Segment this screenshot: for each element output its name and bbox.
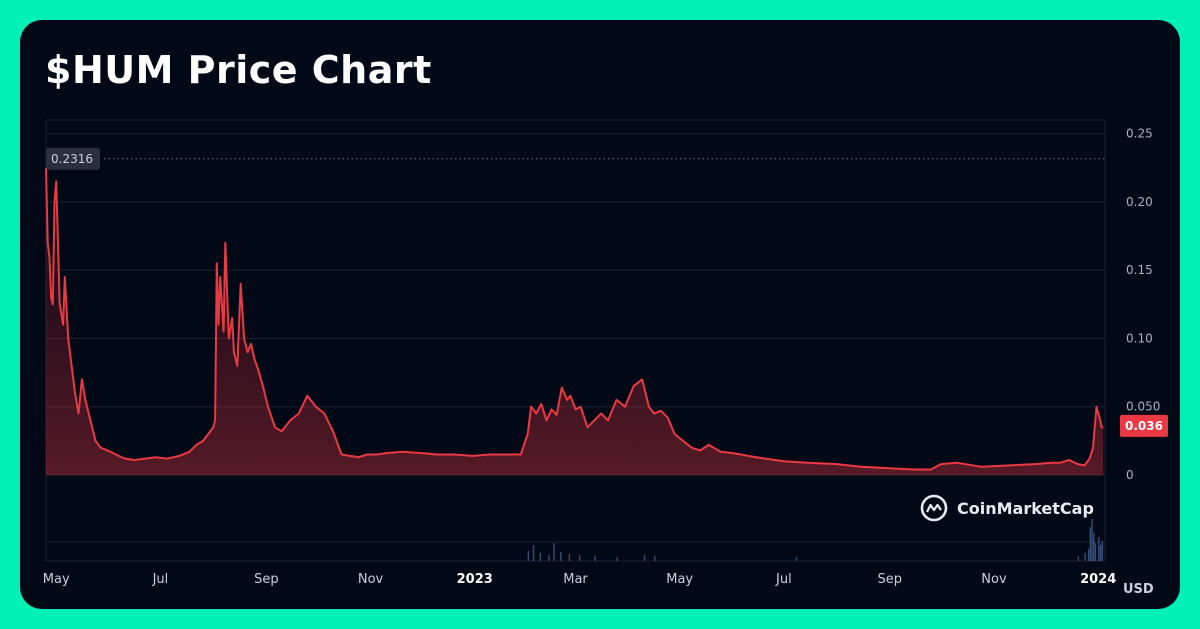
volume-bar [1094,543,1097,561]
volume-bar [594,556,596,561]
volume-bar [654,556,656,561]
volume-bars [527,519,1103,561]
volume-bar [560,552,562,561]
volume-bar [532,545,535,561]
y-axis-ticks: 0 0.050 0.10 0.15 0.20 0.25 [1126,127,1160,482]
volume-bar [539,553,542,561]
price-area [46,167,1104,476]
x-tick-label: 2024 [1080,572,1116,587]
y-tick-label: 0.25 [1126,127,1153,141]
x-tick-label: Jul [775,572,792,587]
high-annotation: 0.2316 [46,147,1105,170]
y-tick-label: 0.20 [1126,195,1153,209]
x-axis-ticks: May Jul Sep Nov 2023 Mar May Jul Sep Nov 2024 [43,572,1116,587]
coinmarketcap-logo-icon [920,494,948,522]
y-tick-label: 0.10 [1126,331,1153,345]
grid-lines [45,119,1106,562]
unit-label: USD [1123,582,1154,597]
price-line[interactable] [45,167,1104,471]
y-tick-label: 0.15 [1126,263,1153,277]
x-tick-label: Mar [563,572,588,587]
current-price-tag: 0.036 [1120,414,1168,437]
volume-bar [1101,541,1103,561]
volume-bar [1089,527,1092,561]
volume-bar [1084,553,1086,561]
logo-wave [926,503,942,513]
high-price-label: 0.2316 [51,152,93,166]
x-tick-label: 2023 [457,572,493,587]
volume-bar [548,555,550,561]
y-tick-label: 0 [1126,468,1134,482]
x-tick-label: Nov [981,572,1007,587]
high-price-box [46,147,100,170]
x-tick-label: Sep [254,572,279,587]
volume-bar [553,543,555,561]
brand-name: CoinMarketCap [957,499,1094,518]
volume-bar [1077,556,1080,561]
x-tick-label: Jul [152,572,169,587]
volume-bar [616,557,618,561]
watermark: CoinMarketCap [920,494,1094,522]
x-tick-label: May [43,572,70,587]
volume-bar [1098,537,1100,561]
chart-title: $HUM Price Chart [45,48,432,92]
y-tick-label: 0.050 [1126,400,1160,414]
current-price-label: 0.036 [1125,419,1163,433]
volume-bar [1093,533,1095,561]
volume-bar [1091,519,1093,561]
chart-card: $HUM Price Chart 0 0.050 0.10 0.15 0.20 0.25 … [20,20,1180,609]
x-tick-label: May [666,572,693,587]
volume-bar [578,555,581,561]
volume-bar [795,557,798,561]
x-tick-label: Nov [358,572,384,587]
volume-bar [1087,549,1090,561]
volume-bar [643,555,646,561]
x-tick-label: Sep [878,572,903,587]
current-price-box [1120,414,1168,437]
volume-bar [568,554,571,561]
volume-bar [1099,545,1102,561]
volume-bar [527,551,530,561]
